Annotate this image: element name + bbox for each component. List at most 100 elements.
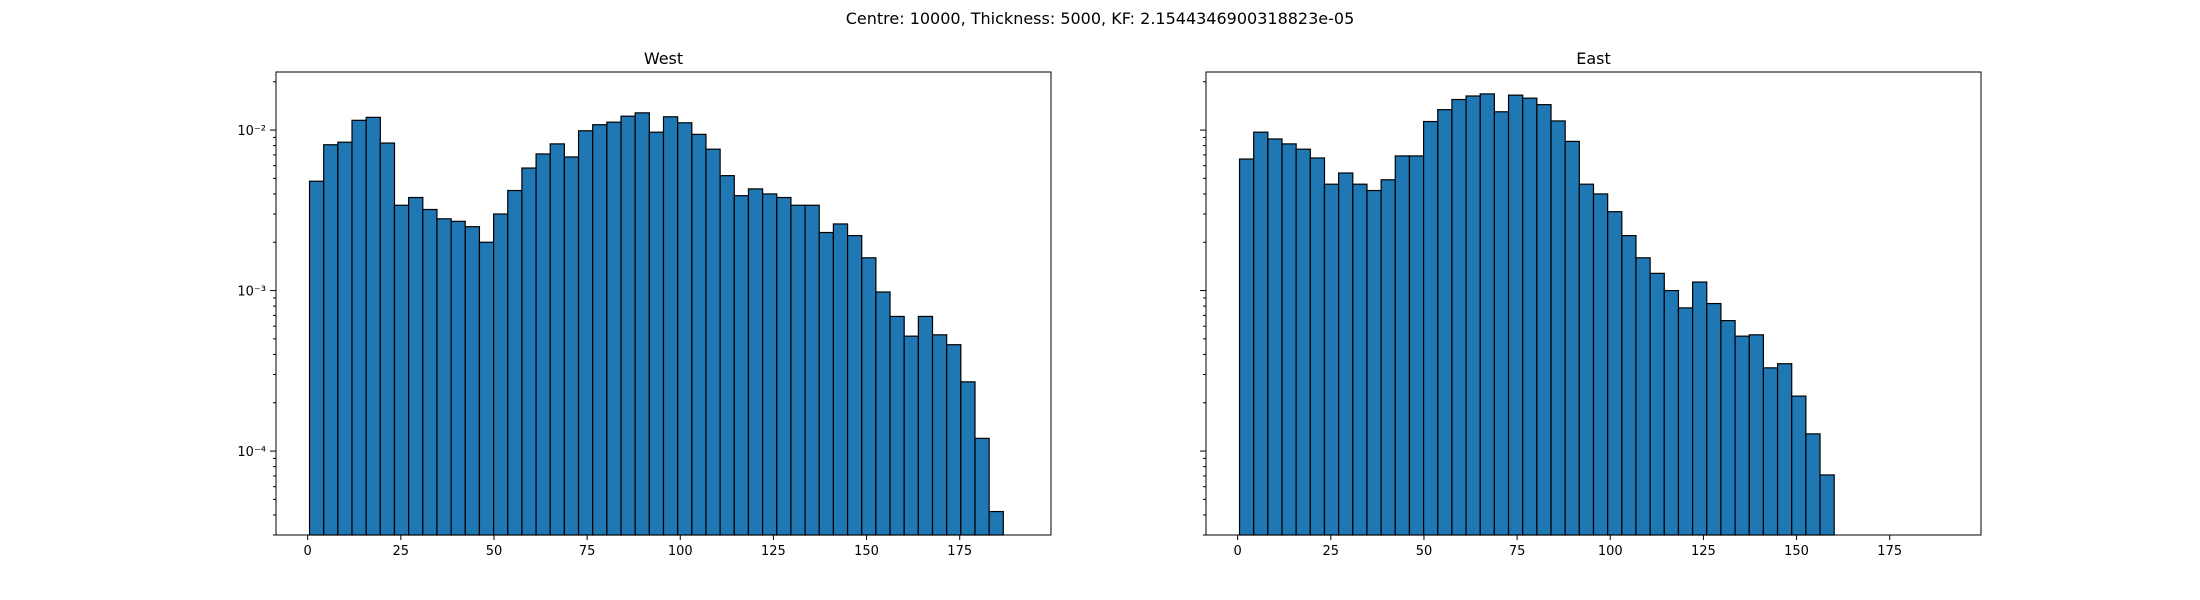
histogram-bar bbox=[804, 204, 820, 536]
histogram-bar bbox=[776, 196, 792, 536]
histogram-bar bbox=[521, 167, 537, 536]
bars-east bbox=[1238, 93, 1835, 536]
histogram-bar bbox=[1394, 155, 1411, 536]
histogram-bar bbox=[1649, 272, 1665, 536]
histogram-bar bbox=[719, 175, 735, 536]
histogram-bar bbox=[1592, 193, 1609, 536]
x-tick-label: 125 bbox=[1691, 544, 1716, 559]
x-tick-label: 150 bbox=[854, 544, 879, 559]
histogram-bar bbox=[1734, 335, 1750, 536]
x-tick-label: 25 bbox=[1323, 544, 1340, 559]
histogram-bar bbox=[379, 142, 396, 536]
histogram-bar bbox=[1281, 143, 1297, 536]
figure-suptitle: Centre: 10000, Thickness: 5000, KF: 2.15… bbox=[846, 9, 1355, 28]
histogram-bar bbox=[323, 144, 339, 536]
axes-frame-west bbox=[275, 71, 1052, 536]
bars-west bbox=[308, 112, 1004, 536]
histogram-bar bbox=[1776, 363, 1793, 536]
histogram-bar bbox=[818, 231, 835, 536]
histogram-bar bbox=[1522, 97, 1538, 536]
histogram-bar bbox=[1791, 395, 1807, 536]
x-tick-label: 125 bbox=[761, 544, 786, 559]
histogram-bar bbox=[1295, 148, 1311, 536]
histogram-bar bbox=[393, 204, 410, 536]
histogram-bar bbox=[1621, 235, 1637, 536]
histogram-bar bbox=[1692, 281, 1708, 536]
histogram-bar bbox=[592, 124, 608, 536]
x-tick-label: 25 bbox=[393, 544, 410, 559]
histogram-bar bbox=[917, 315, 934, 536]
histogram-bar bbox=[1748, 334, 1765, 536]
histogram-bar bbox=[620, 115, 636, 536]
histogram-bar bbox=[1677, 307, 1694, 536]
histogram-bar bbox=[960, 381, 976, 536]
histogram-bar bbox=[308, 180, 325, 536]
histogram-bar bbox=[422, 208, 438, 536]
x-tick-label: 50 bbox=[486, 544, 503, 559]
histogram-bar bbox=[1550, 120, 1566, 536]
x-tick-label: 0 bbox=[1234, 544, 1242, 559]
histogram-bar bbox=[1706, 302, 1722, 536]
y-tick-label: 10⁻² bbox=[237, 124, 266, 139]
histogram-bar bbox=[705, 148, 721, 536]
histogram-bar bbox=[563, 156, 580, 536]
x-axis-ticks-east: 0 25 50 75 100 125 150 175 bbox=[1234, 535, 1902, 559]
histogram-bar bbox=[1338, 172, 1354, 536]
histogram-bar bbox=[1493, 111, 1510, 536]
histogram-bar bbox=[493, 213, 509, 536]
subplot-title-east: East bbox=[1576, 49, 1611, 68]
x-tick-label: 50 bbox=[1416, 544, 1433, 559]
x-tick-label: 0 bbox=[304, 544, 312, 559]
histogram-bar bbox=[662, 116, 679, 536]
histogram-bar bbox=[1479, 93, 1495, 536]
histogram-bar bbox=[1380, 179, 1396, 536]
histogram-bar bbox=[1408, 155, 1425, 536]
y-tick-label: 10⁻³ bbox=[237, 285, 266, 300]
histogram-bar bbox=[351, 119, 367, 536]
histogram-bar bbox=[903, 335, 919, 536]
histogram-bar bbox=[478, 241, 495, 536]
histogram-bar bbox=[1422, 120, 1439, 536]
histogram-bar bbox=[1607, 211, 1623, 536]
histogram-bar bbox=[1578, 183, 1595, 536]
histogram-bar bbox=[1720, 320, 1736, 536]
x-tick-label: 100 bbox=[1598, 544, 1623, 559]
histogram-bar bbox=[1352, 183, 1368, 536]
histogram-bar bbox=[1819, 474, 1835, 536]
histogram-bar bbox=[1323, 183, 1340, 536]
histogram-bar bbox=[790, 204, 806, 536]
y-axis-ticks-west: 10⁻⁴ 10⁻³ 10⁻² bbox=[237, 81, 276, 536]
histogram-bar bbox=[1451, 98, 1467, 536]
histogram-bar bbox=[1253, 131, 1269, 536]
x-tick-label: 175 bbox=[947, 544, 972, 559]
histogram-bar bbox=[1507, 94, 1524, 536]
histogram-bar bbox=[1238, 158, 1255, 536]
histogram-bar bbox=[648, 131, 665, 536]
x-tick-label: 100 bbox=[668, 544, 693, 559]
histogram-bar bbox=[747, 188, 764, 536]
histogram-bar bbox=[846, 235, 863, 536]
histogram-bar bbox=[1635, 257, 1651, 536]
histogram-bar bbox=[577, 130, 594, 536]
histogram-bar bbox=[436, 218, 452, 536]
axes-frame-east bbox=[1205, 71, 1982, 536]
histogram-bar bbox=[1267, 138, 1283, 536]
histogram-bar bbox=[606, 121, 622, 536]
y-axis-ticks-east bbox=[1200, 81, 1206, 536]
subplot-east: East 0 25 50 75 100 125 150 175 bbox=[1200, 49, 1982, 559]
x-tick-label: 75 bbox=[579, 544, 596, 559]
histogram-bar bbox=[1437, 109, 1453, 536]
histogram-bar bbox=[677, 122, 693, 536]
y-tick-label: 10⁻⁴ bbox=[237, 445, 266, 460]
histogram-bar bbox=[733, 195, 750, 536]
histogram-bar bbox=[634, 112, 650, 536]
histogram-bar bbox=[974, 437, 990, 536]
subplot-title-west: West bbox=[644, 49, 683, 68]
histogram-bar bbox=[1762, 367, 1779, 536]
histogram-bar bbox=[408, 196, 424, 536]
histogram-bar bbox=[875, 291, 891, 536]
histogram-bar bbox=[1663, 289, 1680, 536]
x-tick-label: 75 bbox=[1509, 544, 1526, 559]
histogram-bar bbox=[337, 141, 353, 536]
